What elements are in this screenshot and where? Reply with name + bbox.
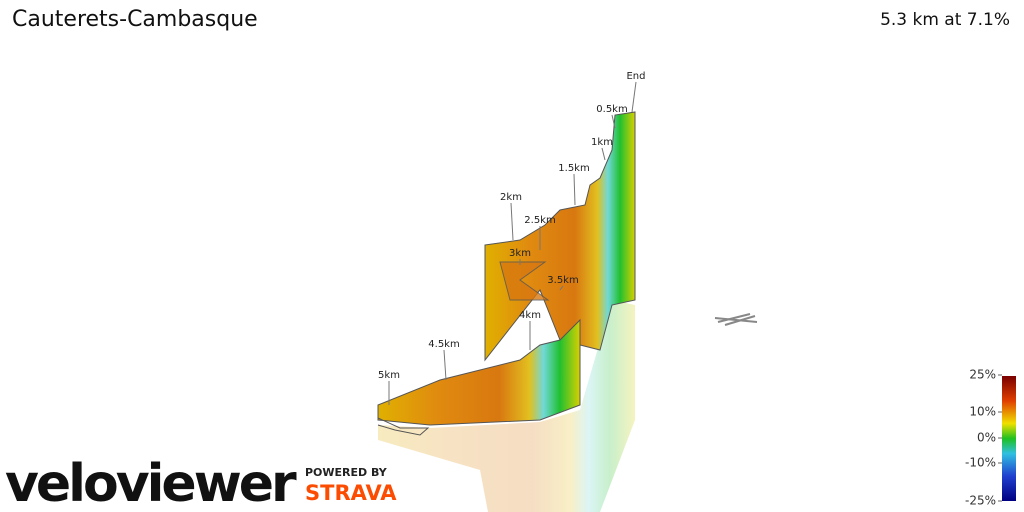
km-marker: 4km bbox=[519, 310, 541, 321]
logo: veloviewer bbox=[5, 454, 297, 512]
km-marker: 3.5km bbox=[547, 275, 578, 286]
km-marker: 2.5km bbox=[524, 215, 555, 226]
colorbar-label: -10% bbox=[965, 456, 996, 470]
colorbar-label: 10% bbox=[969, 405, 996, 419]
summary: 5.3 km at 7.1% bbox=[880, 10, 1010, 30]
km-marker: 1.5km bbox=[558, 163, 589, 174]
marker-line bbox=[559, 285, 564, 291]
marker-line bbox=[601, 147, 606, 161]
reflection bbox=[378, 300, 635, 512]
km-marker: 2km bbox=[500, 192, 522, 203]
km-marker: 4.5km bbox=[428, 339, 459, 350]
marker-line bbox=[573, 173, 576, 206]
marker-line bbox=[443, 349, 447, 381]
km-marker: 3km bbox=[509, 248, 531, 259]
km-marker: End bbox=[626, 71, 645, 82]
km-marker: 0.5km bbox=[596, 104, 627, 115]
colorbar-label: -25% bbox=[965, 494, 996, 508]
colorbar-label: 0% bbox=[977, 431, 996, 445]
compass bbox=[714, 313, 758, 326]
km-marker: 5km bbox=[378, 370, 400, 381]
title: Cauterets-Cambasque bbox=[12, 7, 258, 32]
marker-line bbox=[611, 114, 616, 129]
marker-line bbox=[631, 81, 637, 113]
km-marker: 1km bbox=[591, 137, 613, 148]
marker-line bbox=[510, 202, 514, 241]
profile-ribbon bbox=[377, 111, 636, 436]
powered-by: POWERED BY bbox=[305, 466, 388, 479]
colorbar-label: 25% bbox=[969, 368, 996, 382]
colorbar bbox=[1002, 376, 1016, 501]
strava: STRAVA bbox=[305, 481, 397, 505]
